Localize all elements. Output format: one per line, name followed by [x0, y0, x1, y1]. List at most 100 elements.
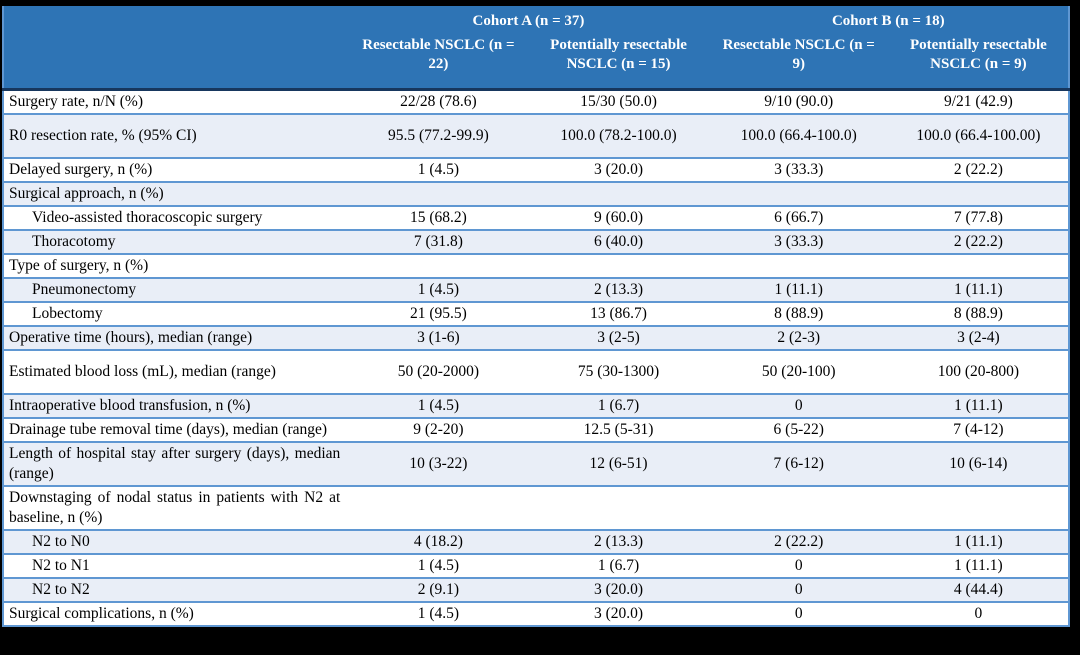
cell-value: 22/28 (78.6): [400, 93, 477, 110]
col-header-potentially-b: Potentially resectable NSCLC (n = 9): [888, 32, 1069, 91]
cell-value: 75 (30-1300): [528, 349, 709, 394]
table-row: Type of surgery, n (%): [3, 253, 1069, 278]
cell-value: 7 (6-12): [708, 441, 889, 486]
cell-value: 1 (6.7): [528, 553, 709, 578]
cell-value: 7 (77.8): [888, 205, 1069, 230]
row-label: Surgical complications, n (%): [3, 601, 349, 626]
cell-value: [528, 253, 709, 278]
cell-value: 1 (4.5): [348, 393, 529, 418]
cell-value: 0: [708, 553, 889, 578]
cell-value: 2 (13.3): [528, 529, 709, 554]
table-header: Cohort A (n = 37) Cohort B (n = 18) Rese…: [3, 6, 1069, 91]
table-row: Surgery rate, n/N (%) 22/28 (78.6) 15/30 (…: [3, 90, 1069, 115]
cell-value: 0: [888, 601, 1069, 626]
cell-value: 2 (22.2): [708, 529, 889, 554]
cohort-a-header: Cohort A (n = 37): [348, 6, 709, 32]
cell-value: 100.0 (78.2-100.0): [528, 113, 709, 158]
table-row: N2 to N2 2 (9.1) 3 (20.0) 0 4 (44.4): [3, 577, 1069, 602]
row-label: N2 to N2: [3, 577, 349, 602]
table-row: Surgical complications, n (%) 1 (4.5) 3 (2…: [3, 601, 1069, 626]
cell-value: 4 (18.2): [348, 529, 529, 554]
cell-value: 3 (2-4): [888, 325, 1069, 350]
table-row: Video-assisted thoracoscopic surgery 15 (…: [3, 205, 1069, 230]
cell-value: 2 (22.2): [888, 157, 1069, 182]
cell-value: 0: [708, 393, 889, 418]
cell-value: 3 (33.3): [708, 157, 889, 182]
table-row: Drainage tube removal time (days), media…: [3, 417, 1069, 442]
cell-value: 10 (6-14): [888, 441, 1069, 486]
cell-value: 1 (4.5): [348, 157, 529, 182]
table-row: N2 to N0 4 (18.2) 2 (13.3) 2 (22.2) 1 (11.1): [3, 529, 1069, 554]
row-label: Type of surgery, n (%): [3, 253, 349, 278]
cell-value: 1 (11.1): [888, 529, 1069, 554]
cell-value: 8 (88.9): [708, 301, 889, 326]
row-label: Video-assisted thoracoscopic surgery: [3, 205, 349, 230]
cell-value: 7 (4-12): [888, 417, 1069, 442]
col-header-resectable-b: Resectable NSCLC (n = 9): [708, 32, 889, 91]
cell-value: 6 (5-22): [708, 417, 889, 442]
col-header-potentially-a: Potentially resectable NSCLC (n = 15): [528, 32, 709, 91]
cell-value: 2 (13.3): [528, 277, 709, 302]
table-row: R0 resection rate, % (95% CI) 95.5 (77.2-…: [3, 113, 1069, 158]
row-label: R0 resection rate, % (95% CI): [3, 113, 349, 158]
cell-value: 100 (20-800): [888, 349, 1069, 394]
cell-value: 9 (2-20): [348, 417, 529, 442]
cell-value: 1 (6.7): [528, 393, 709, 418]
cell-value: 2 (2-3): [708, 325, 889, 350]
cell-value: 100.0 (66.4-100.00): [888, 113, 1069, 158]
cell-value: 12.5 (5-31): [528, 417, 709, 442]
cell-value: [708, 181, 889, 206]
row-label: Pneumonectomy: [3, 277, 349, 302]
row-label: Surgical approach, n (%): [3, 181, 349, 206]
row-label: Delayed surgery, n (%): [3, 157, 349, 182]
cell-value: 9 (60.0): [528, 205, 709, 230]
cell-value: 6 (66.7): [708, 205, 889, 230]
cell-value: 6 (40.0): [528, 229, 709, 254]
cell-value: 1 (4.5): [348, 553, 529, 578]
cell-value: 21 (95.5): [348, 301, 529, 326]
cell-value: 15 (68.2): [348, 205, 529, 230]
cell-value: [528, 485, 709, 530]
col-header-resectable-a: Resectable NSCLC (n = 22): [348, 32, 529, 91]
cell-value: 2 (22.2): [888, 229, 1069, 254]
corner-cell: [3, 6, 349, 32]
cell-value: 0: [708, 577, 889, 602]
cell-value: 4 (44.4): [888, 577, 1069, 602]
table-row: N2 to N1 1 (4.5) 1 (6.7) 0 1 (11.1): [3, 553, 1069, 578]
row-label: Thoracotomy: [3, 229, 349, 254]
table-row: Delayed surgery, n (%) 1 (4.5) 3 (20.0) 3 (…: [3, 157, 1069, 182]
row-label: Drainage tube removal time (days), media…: [3, 417, 349, 442]
cell-value: 95.5 (77.2-99.9): [348, 113, 529, 158]
cell-value: 10 (3-22): [348, 441, 529, 486]
cell-value: 50 (20-100): [708, 349, 889, 394]
cell-value: [888, 181, 1069, 206]
cell-value: 8 (88.9): [888, 301, 1069, 326]
cell-value: 1 (11.1): [888, 277, 1069, 302]
table-row: Operative time (hours), median (range) 3 …: [3, 325, 1069, 350]
cell-value: 1 (11.1): [888, 553, 1069, 578]
row-label: Length of hospital stay after surgery (d…: [3, 441, 349, 486]
cell-value: [708, 485, 889, 530]
cell-value: 1 (11.1): [708, 277, 889, 302]
cell-value: [888, 253, 1069, 278]
table-row: Estimated blood loss (mL), median (range…: [3, 349, 1069, 394]
table-row: Length of hospital stay after surgery (d…: [3, 441, 1069, 486]
cohort-b-header: Cohort B (n = 18): [708, 6, 1069, 32]
row-label: Intraoperative blood transfusion, n (%): [3, 393, 349, 418]
corner-cell-2: [3, 32, 349, 91]
cell-value: 3 (20.0): [528, 601, 709, 626]
row-label: Operative time (hours), median (range): [3, 325, 349, 350]
row-label: Surgery rate, n/N (%): [9, 93, 144, 110]
cell-value: 3 (2-5): [528, 325, 709, 350]
cell-value: 3 (20.0): [528, 157, 709, 182]
cell-value: 0: [708, 601, 889, 626]
cell-value: 12 (6-51): [528, 441, 709, 486]
cell-value: 7 (31.8): [348, 229, 529, 254]
cell-value: 9/21 (42.9): [943, 93, 1013, 110]
cell-value: [348, 181, 529, 206]
surgery-outcomes-table: Cohort A (n = 37) Cohort B (n = 18) Rese…: [2, 6, 1070, 627]
table-row: Pneumonectomy 1 (4.5) 2 (13.3) 1 (11.1) 1 (1…: [3, 277, 1069, 302]
cell-value: 1 (11.1): [888, 393, 1069, 418]
row-label: Downstaging of nodal status in patients …: [3, 485, 349, 530]
cell-value: 3 (20.0): [528, 577, 709, 602]
